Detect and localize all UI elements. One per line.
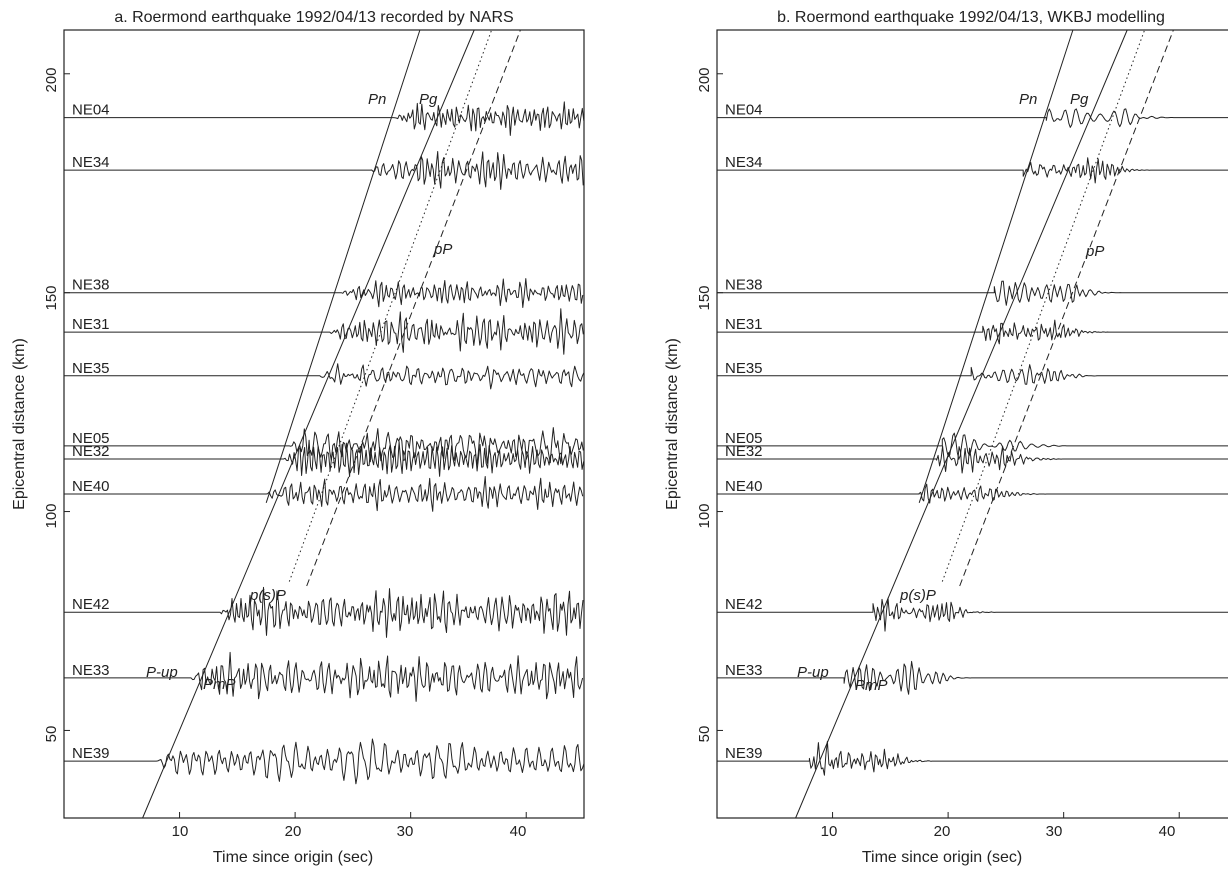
station-label-ne39: NE39 bbox=[72, 745, 110, 762]
seismogram-trace-ne40 bbox=[717, 483, 1228, 504]
station-label-ne35: NE35 bbox=[725, 360, 763, 377]
panel-b-ytick-150: 150 bbox=[696, 285, 713, 310]
panel-a: a. Roermond earthquake 1992/04/13 record… bbox=[11, 9, 585, 866]
seismogram-trace-ne38 bbox=[717, 280, 1228, 306]
panel-a-phase-label-psp: p(s)P bbox=[249, 587, 286, 604]
panel-a-phase-label-pn: Pn bbox=[368, 91, 386, 108]
station-label-ne40: NE40 bbox=[72, 478, 110, 495]
panel-a-ticks bbox=[64, 73, 527, 818]
seismogram-trace-ne04 bbox=[64, 101, 585, 136]
seismogram-trace-ne05 bbox=[64, 427, 584, 466]
traveltime-curve-pg bbox=[142, 29, 475, 819]
panel-a-phase-label-pg: Pg bbox=[419, 91, 438, 108]
seismogram-trace-ne31 bbox=[64, 308, 584, 355]
panel-a-xtick-40: 40 bbox=[510, 823, 527, 840]
station-label-ne31: NE31 bbox=[72, 316, 110, 333]
panel-a-phase-label-pp: pP bbox=[433, 241, 452, 258]
station-label-ne40: NE40 bbox=[725, 478, 763, 495]
panel-b-xtick-30: 30 bbox=[1046, 823, 1063, 840]
station-label-ne05: NE05 bbox=[72, 430, 110, 447]
station-label-ne42: NE42 bbox=[72, 596, 110, 613]
station-label-ne31: NE31 bbox=[725, 316, 763, 333]
seismogram-trace-ne33 bbox=[64, 651, 584, 702]
traveltime-curve-pn bbox=[265, 29, 421, 503]
panel-a-ytick-100: 100 bbox=[43, 503, 60, 528]
traveltime-curve-pp bbox=[959, 29, 1174, 587]
panel-a-frame bbox=[63, 29, 585, 819]
station-label-ne38: NE38 bbox=[725, 277, 763, 294]
station-label-ne33: NE33 bbox=[72, 662, 110, 679]
panel-a-ytick-150: 150 bbox=[43, 285, 60, 310]
panel-a-ytick-50: 50 bbox=[43, 726, 60, 743]
panel-b-traveltime-curves bbox=[795, 29, 1174, 819]
panel-a-x-axis-label: Time since origin (sec) bbox=[213, 849, 373, 866]
panel-b-xtick-40: 40 bbox=[1159, 823, 1176, 840]
station-label-ne34: NE34 bbox=[72, 154, 110, 171]
seismogram-trace-ne38 bbox=[64, 278, 584, 308]
station-label-ne04: NE04 bbox=[725, 102, 763, 119]
seismogram-trace-ne32 bbox=[717, 445, 1228, 474]
panel-b-traces bbox=[717, 108, 1228, 776]
station-label-ne05: NE05 bbox=[725, 430, 763, 447]
seismogram-trace-ne35 bbox=[64, 363, 585, 390]
seismogram-trace-ne40 bbox=[64, 476, 584, 512]
station-label-ne35: NE35 bbox=[72, 360, 110, 377]
panel-b-phase-label-pmp: PmP bbox=[855, 677, 888, 694]
panel-a-traveltime-curves bbox=[142, 29, 521, 819]
seismogram-trace-ne05 bbox=[717, 432, 1228, 460]
station-label-ne04: NE04 bbox=[72, 102, 110, 119]
seismogram-trace-ne42 bbox=[64, 586, 584, 638]
panel-b-phase-label-psp: p(s)P bbox=[899, 587, 936, 604]
seismogram-trace-ne04 bbox=[717, 108, 1228, 128]
station-label-ne38: NE38 bbox=[72, 277, 110, 294]
panel-b-phase-label-pn: Pn bbox=[1019, 91, 1037, 108]
panel-a-xtick-30: 30 bbox=[397, 823, 414, 840]
seismogram-trace-ne34 bbox=[64, 151, 584, 190]
station-label-ne32: NE32 bbox=[72, 443, 110, 460]
seismogram-trace-ne39 bbox=[64, 738, 585, 785]
panel-a-y-axis-label: Epicentral distance (km) bbox=[11, 338, 28, 510]
traveltime-curve-pp bbox=[306, 29, 521, 587]
panel-b-ytick-50: 50 bbox=[696, 726, 713, 743]
station-label-ne32: NE32 bbox=[725, 443, 763, 460]
panel-b-phase-label-pg: Pg bbox=[1070, 91, 1089, 108]
panel-b-x-axis-label: Time since origin (sec) bbox=[862, 849, 1022, 866]
panel-a-ytick-200: 200 bbox=[43, 67, 60, 92]
panel-b-ticks bbox=[717, 73, 1180, 818]
panel-a-phase-label-pmp: PmP bbox=[203, 676, 236, 693]
traveltime-curve-psp bbox=[288, 29, 493, 582]
panel-b-ytick-100: 100 bbox=[696, 503, 713, 528]
seismogram-trace-ne31 bbox=[717, 319, 1228, 345]
panel-b-ytick-200: 200 bbox=[696, 67, 713, 92]
panel-b-title: b. Roermond earthquake 1992/04/13, WKBJ … bbox=[777, 9, 1165, 26]
panel-b-phase-label-pp: pP bbox=[1085, 243, 1104, 260]
panel-b-y-axis-label: Epicentral distance (km) bbox=[664, 338, 681, 510]
panel-b-xtick-10: 10 bbox=[821, 823, 838, 840]
panel-b: b. Roermond earthquake 1992/04/13, WKBJ … bbox=[664, 9, 1228, 866]
traveltime-curve-pn bbox=[918, 29, 1074, 503]
seismogram-trace-ne33 bbox=[717, 660, 1228, 695]
panel-a-xtick-10: 10 bbox=[172, 823, 189, 840]
panel-b-xtick-20: 20 bbox=[934, 823, 951, 840]
panel-a-xtick-20: 20 bbox=[285, 823, 302, 840]
panel-a-title: a. Roermond earthquake 1992/04/13 record… bbox=[114, 9, 513, 26]
panel-a-traces bbox=[64, 101, 585, 785]
panel-a-phase-label-pup: P-up bbox=[146, 664, 178, 681]
station-label-ne42: NE42 bbox=[725, 596, 763, 613]
panel-b-frame bbox=[716, 29, 1228, 819]
station-label-ne33: NE33 bbox=[725, 662, 763, 679]
panel-b-phase-label-pup: P-up bbox=[797, 664, 829, 681]
seismogram-trace-ne35 bbox=[717, 364, 1228, 385]
traveltime-curve-pg bbox=[795, 29, 1128, 819]
seismogram-trace-ne42 bbox=[717, 597, 1228, 632]
seismogram-trace-ne39 bbox=[717, 740, 1228, 776]
station-label-ne39: NE39 bbox=[725, 745, 763, 762]
seismogram-trace-ne34 bbox=[717, 157, 1228, 184]
station-label-ne34: NE34 bbox=[725, 154, 763, 171]
traveltime-curve-psp bbox=[941, 29, 1146, 582]
seismogram-trace-ne32 bbox=[64, 439, 585, 478]
